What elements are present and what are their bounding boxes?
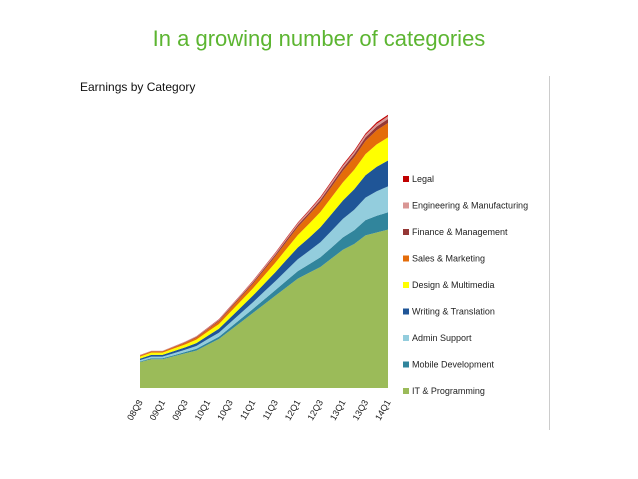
x-tick-label: 12Q1 xyxy=(283,398,303,422)
x-tick-label: 13Q1 xyxy=(328,398,348,422)
x-tick-labels: -08Q3 09Q1 09Q3 10Q1 10Q3 11Q1 11Q3 12Q1 12Q3 13Q… xyxy=(125,398,393,422)
legend-item: Design & Multimedia xyxy=(403,280,495,290)
legend-item: Engineering & Manufacturing xyxy=(403,201,528,211)
chart-divider xyxy=(549,76,550,430)
legend-label: IT & Programming xyxy=(412,386,485,396)
area-series-design-multimedia xyxy=(140,137,388,359)
x-tick-label: 12Q3 xyxy=(305,398,325,422)
legend-label: Admin Support xyxy=(412,333,472,343)
legend-label: Finance & Management xyxy=(412,227,508,237)
area-series-finance-management xyxy=(140,119,388,356)
legend-item: Sales & Marketing xyxy=(403,254,485,264)
legend-swatch xyxy=(403,229,409,235)
legend-item: Admin Support xyxy=(403,333,472,343)
x-tick-label: 09Q1 xyxy=(148,398,168,422)
legend-label: Legal xyxy=(412,174,434,184)
legend-swatch xyxy=(403,361,409,368)
legend-swatch xyxy=(403,255,409,262)
area-series-mobile-development xyxy=(140,212,388,363)
legend-item: Mobile Development xyxy=(403,360,495,370)
x-tick-label: 08Q3 xyxy=(125,398,145,422)
chart-legend: Legal Engineering & Manufacturing Finance … xyxy=(403,174,528,396)
legend-item: Finance & Management xyxy=(403,227,508,237)
legend-swatch xyxy=(403,202,409,209)
legend-label: Mobile Development xyxy=(412,360,495,370)
legend-label: Writing & Translation xyxy=(412,307,495,317)
x-tick-label: 11Q1 xyxy=(238,398,257,421)
x-tick-label: 14Q1 xyxy=(373,398,393,422)
x-tick-label: 10Q3 xyxy=(215,398,235,422)
legend-swatch xyxy=(403,335,409,341)
x-tick-label: 13Q3 xyxy=(351,398,371,422)
x-tick-label: 09Q3 xyxy=(170,398,190,422)
area-series-engineering-manufacturing xyxy=(140,116,388,356)
legend-item: Legal xyxy=(403,174,434,184)
legend-swatch xyxy=(403,176,409,182)
legend-item: IT & Programming xyxy=(403,386,485,396)
x-tick-label: 11Q3 xyxy=(261,398,280,421)
slide-title: In a growing number of categories xyxy=(152,26,486,51)
legend-item: Writing & Translation xyxy=(403,307,495,317)
legend-swatch xyxy=(403,388,409,394)
x-tick-label: 10Q1 xyxy=(193,398,213,422)
area-series-sales-marketing xyxy=(140,123,388,357)
tick-prefix: - xyxy=(136,398,139,408)
legend-swatch xyxy=(403,308,409,315)
legend-label: Sales & Marketing xyxy=(412,254,485,264)
legend-label: Engineering & Manufacturing xyxy=(412,201,528,211)
area-series-it-programming xyxy=(140,229,388,388)
chart-areas xyxy=(140,114,388,388)
area-series-admin-support xyxy=(140,186,388,362)
area-series-writing-translation xyxy=(140,160,388,361)
legend-swatch xyxy=(403,282,409,288)
legend-label: Design & Multimedia xyxy=(412,280,495,290)
chart-title: Earnings by Category xyxy=(80,80,196,94)
